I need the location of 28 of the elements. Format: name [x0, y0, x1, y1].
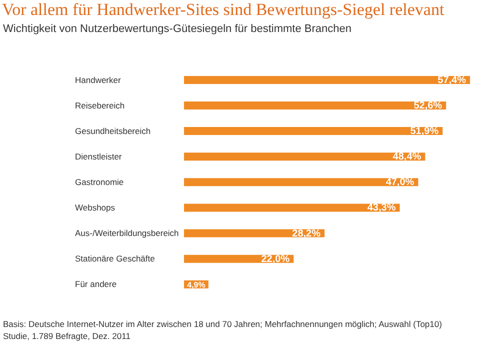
y-tick-label: Reisebereich: [75, 100, 125, 110]
y-tick-label: Handwerker: [75, 74, 121, 85]
bar: [184, 204, 400, 212]
y-tick-label: Dienstleister: [75, 151, 122, 162]
data-label: 51,9%: [410, 126, 439, 138]
y-tick-label: Aus-/Weiterbildungsbereich: [75, 228, 180, 238]
data-label: 48,4%: [392, 152, 422, 163]
y-tick-label: Webshops: [75, 202, 116, 213]
data-label: 43,3%: [367, 202, 396, 214]
data-label: 4,9%: [187, 280, 206, 290]
bar: [184, 127, 443, 136]
y-tick-label: Stationäre Geschäfte: [75, 254, 156, 264]
data-label: 52,6%: [414, 100, 442, 112]
data-label: 47,0%: [386, 177, 414, 188]
data-label: 57,4%: [438, 74, 466, 86]
chart-subtitle: Wichtigkeit von Nutzerbewertungs-Gütesiegeln für bestimmte Branchen: [3, 23, 352, 35]
bar: [184, 102, 446, 110]
data-label: 22,0%: [261, 254, 290, 265]
bar: [184, 76, 470, 84]
y-tick-label: Gesundheitsbereich: [75, 126, 151, 136]
y-tick-label: Gastronomie: [75, 177, 124, 187]
text: Studie, 1.789 Befragte, Dez. 2011: [3, 330, 132, 342]
y-tick-label: Für andere: [75, 279, 117, 290]
text: Basis: Deutsche Internet-Nutzer im Alter zwischen 18 und 70 Jahren; Mehrfachnennungen möglich; Auswahl (Top10): [3, 318, 442, 330]
bar: [184, 152, 426, 161]
chart-title: Vor allem für Handwerker-Sites sind Bewertungs-Siegel relevant: [2, 0, 444, 20]
data-label: 28,2%: [292, 228, 321, 240]
bar: [184, 178, 418, 186]
